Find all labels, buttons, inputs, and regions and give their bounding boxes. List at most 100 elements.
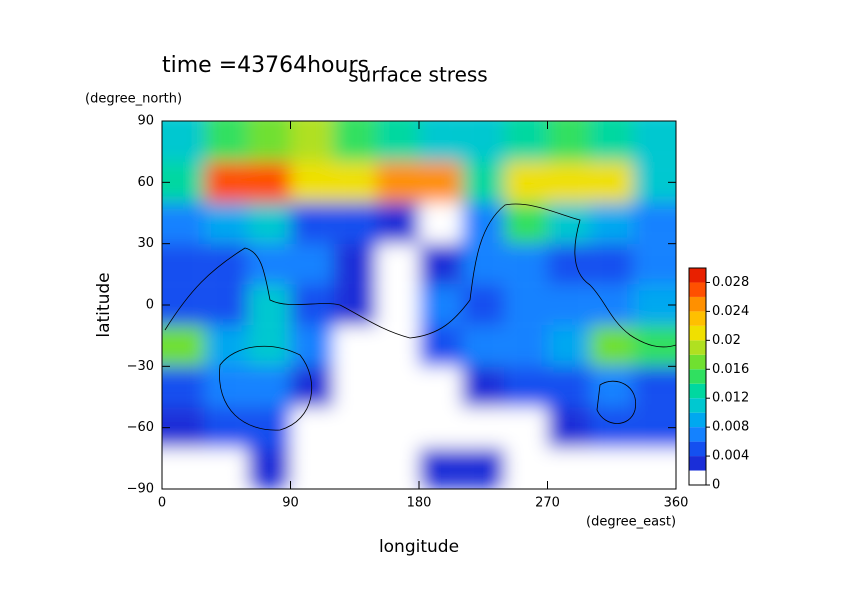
field-cell	[504, 121, 548, 162]
field-cell	[376, 161, 419, 203]
colorbar-level	[689, 470, 706, 485]
colorbar-tick-label: 0.008	[712, 420, 749, 435]
field-cell	[633, 202, 676, 244]
field-cell	[504, 161, 548, 203]
field-cell	[247, 202, 291, 244]
field-cell	[504, 284, 548, 326]
field-cell	[461, 202, 505, 244]
field-cell	[333, 121, 377, 162]
colorbar-level	[689, 441, 706, 457]
field-cell	[162, 448, 205, 489]
y-axis-label: latitude	[94, 272, 114, 337]
colorbar-tick-label: 0.016	[712, 362, 749, 377]
field-cell	[461, 121, 505, 162]
field-cell	[204, 325, 248, 367]
colorbar-level	[689, 282, 706, 297]
colorbar-level	[689, 354, 706, 370]
field-cell	[247, 161, 291, 203]
field-cell	[419, 448, 462, 489]
field-cell	[376, 325, 419, 367]
field-cell	[461, 448, 505, 489]
field-cell	[204, 407, 248, 449]
x-axis-label: longitude	[379, 537, 459, 557]
field-cell	[461, 243, 505, 285]
field-cell	[247, 448, 291, 489]
y-tick-label: −30	[127, 359, 154, 374]
field-cell	[333, 161, 377, 203]
field-cell	[204, 243, 248, 285]
field-cell	[162, 325, 205, 367]
field-cell	[333, 243, 377, 285]
field-cell	[419, 243, 462, 285]
colorbar-level	[689, 398, 706, 413]
field-cell	[547, 121, 591, 162]
field-cell	[590, 202, 634, 244]
field-cell	[376, 448, 419, 489]
y-tick-label: −60	[127, 420, 154, 435]
field-cell	[247, 325, 291, 367]
field-cell	[590, 161, 634, 203]
colorbar-tick-label: 0	[712, 478, 720, 493]
field-cell	[419, 407, 462, 449]
colorbar-level	[689, 412, 706, 428]
field-cell	[290, 161, 334, 203]
field-cell	[290, 202, 334, 244]
field-cell	[376, 202, 419, 244]
field-cell	[547, 284, 591, 326]
field-cell	[376, 243, 419, 285]
x-unit: (degree_east)	[586, 515, 676, 530]
field-cell	[547, 448, 591, 489]
chart-title: surface stress	[348, 63, 487, 87]
field-cell	[333, 448, 377, 489]
field-cell	[290, 407, 334, 449]
colorbar-level	[689, 427, 706, 442]
field-cell	[461, 366, 505, 408]
field-cell	[590, 325, 634, 367]
field-cell	[590, 366, 634, 408]
colorbar-level	[689, 369, 706, 384]
field-cell	[376, 366, 419, 408]
field-cell	[547, 366, 591, 408]
field-cell	[504, 325, 548, 367]
field-cell	[461, 407, 505, 449]
field	[162, 121, 676, 489]
field-cell	[419, 325, 462, 367]
field-cell	[504, 243, 548, 285]
field-cell	[376, 121, 419, 162]
field-cell	[162, 366, 205, 408]
colorbar-tick-label: 0.024	[712, 304, 749, 319]
field-cell	[290, 284, 334, 326]
field-cell	[419, 366, 462, 408]
colorbar-level	[689, 340, 706, 355]
field-cell	[633, 121, 676, 162]
field-cell	[204, 366, 248, 408]
colorbar-level	[689, 268, 706, 283]
field-cell	[290, 121, 334, 162]
field-cell	[204, 284, 248, 326]
field-cell	[247, 284, 291, 326]
field-cell	[162, 243, 205, 285]
colorbar-tick-label: 0.012	[712, 391, 749, 406]
field-cell	[547, 202, 591, 244]
field-cell	[504, 366, 548, 408]
coastlines	[164, 203, 676, 431]
colorbar-tick-label: 0.004	[712, 449, 749, 464]
field-cell	[590, 407, 634, 449]
field-cell	[247, 243, 291, 285]
field-cell	[247, 121, 291, 162]
field-cell	[419, 284, 462, 326]
x-tick-label: 360	[664, 496, 689, 511]
cells	[162, 121, 676, 489]
field-cell	[247, 366, 291, 408]
field-cell	[333, 366, 377, 408]
field-cell	[247, 407, 291, 449]
colorbar: 0 0.004 0.008 0.012 0.016 0.02 0.024 0.028	[688, 267, 749, 493]
colorbar-level	[689, 296, 706, 312]
y-tick-label: 90	[137, 114, 154, 129]
field-cell	[633, 366, 676, 408]
y-unit: (degree_north)	[85, 92, 182, 107]
field-cell	[590, 121, 634, 162]
colorbar-level	[689, 325, 706, 341]
y-tick-label: 30	[137, 236, 154, 251]
